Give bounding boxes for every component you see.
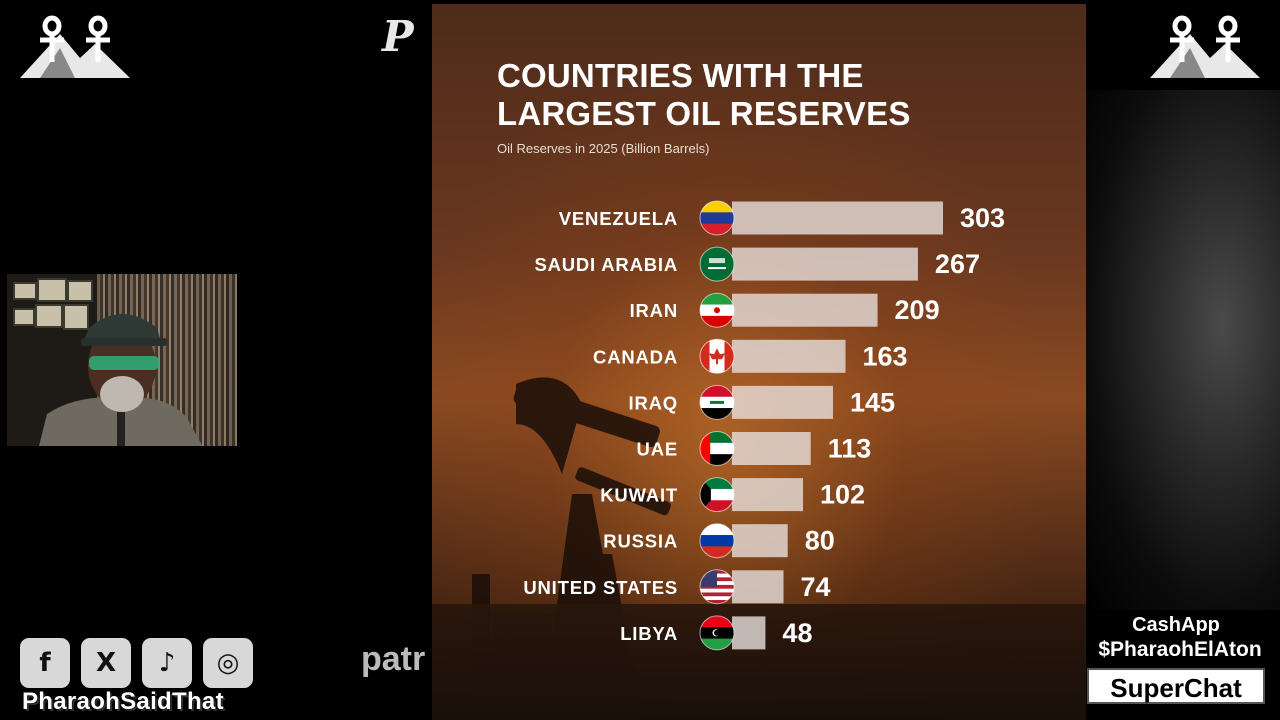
bar-canada: [732, 339, 846, 373]
webcam-feed: [7, 274, 237, 446]
flag-saudi-arabia-icon: [699, 246, 735, 282]
bar-iraq: [732, 385, 833, 419]
data-label: 145: [850, 387, 895, 417]
bar-iran: [732, 293, 878, 327]
cashapp-handle: $PharaohElAton: [1098, 638, 1262, 661]
cashapp-label: CashApp: [1132, 614, 1220, 636]
lion-background: [1086, 90, 1280, 610]
tiktok-icon[interactable]: ♪: [142, 638, 192, 688]
flag-venezuela-icon: [699, 200, 735, 236]
category-label: RUSSIA: [603, 531, 678, 552]
streamer: [39, 314, 203, 446]
bar-kuwait: [732, 478, 804, 512]
chart-title: COUNTRIES WITH THE LARGEST OIL RESERVES: [497, 57, 911, 132]
category-label: UAE: [637, 439, 678, 460]
category-label: CANADA: [593, 346, 678, 367]
category-label: KUWAIT: [600, 485, 678, 506]
data-label: 267: [935, 249, 980, 279]
flag-united-states-icon: [699, 569, 735, 605]
category-label: SAUDI ARABIA: [534, 254, 678, 275]
patreon-text: patr: [361, 640, 426, 678]
category-label: LIBYA: [620, 623, 678, 644]
chart-subtitle: Oil Reserves in 2025 (Billion Barrels): [497, 141, 710, 156]
data-label: 80: [805, 526, 835, 556]
instagram-icon[interactable]: ◎: [203, 638, 253, 688]
data-label: 102: [820, 480, 865, 510]
category-label: UNITED STATES: [523, 577, 678, 598]
data-label: 303: [960, 203, 1005, 233]
bar-united-states: [732, 570, 784, 604]
bar-russia: [732, 524, 788, 558]
bar-libya: [732, 616, 766, 650]
facebook-icon[interactable]: f: [20, 638, 70, 688]
bar-saudi-arabia: [732, 247, 918, 281]
ankh-logo-icon: [20, 15, 130, 78]
category-label: IRAN: [630, 300, 678, 321]
flag-russia-icon: [699, 523, 735, 559]
chart-panel: COUNTRIES WITH THE LARGEST OIL RESERVES …: [432, 4, 1086, 720]
x-icon[interactable]: X: [81, 638, 131, 688]
flag-uae-icon: [699, 431, 735, 466]
patreon-logo-icon: P: [382, 12, 414, 61]
data-label: 48: [782, 618, 812, 648]
channel-handle: PharaohSaidThat: [22, 688, 224, 715]
bar-venezuela: [732, 201, 943, 235]
flag-kuwait-icon: [699, 477, 735, 513]
flag-iraq-icon: [699, 384, 735, 420]
data-label: 163: [863, 341, 908, 371]
ankh-logo-icon: [1150, 15, 1260, 78]
flag-iran-icon: [699, 292, 735, 328]
bar-uae: [732, 432, 811, 465]
flag-libya-icon: [699, 615, 735, 651]
data-label: 209: [895, 295, 940, 325]
flag-canada-icon: [699, 338, 735, 374]
category-label: IRAQ: [629, 392, 678, 413]
data-label: 113: [828, 434, 872, 464]
category-label: VENEZUELA: [559, 208, 678, 229]
superchat-badge[interactable]: SuperChat: [1087, 668, 1265, 704]
bar-chart: VENEZUELA 303 SAUDI ARABIA 267 IRAN 209 CANADA…: [523, 200, 1005, 651]
data-label: 74: [801, 572, 831, 602]
